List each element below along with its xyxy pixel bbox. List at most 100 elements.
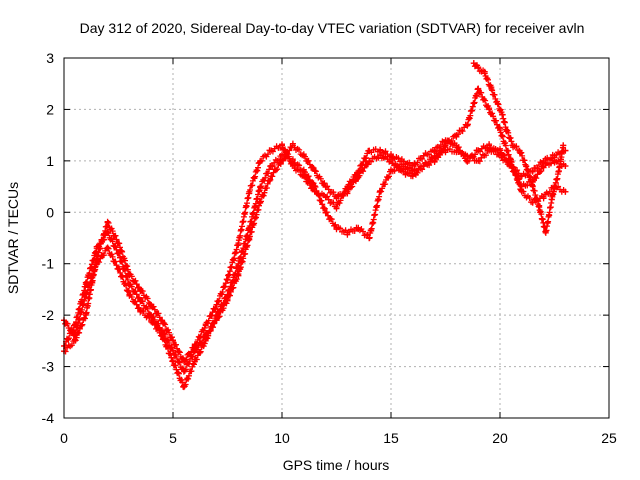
plus-markers bbox=[61, 140, 569, 374]
y-tick-label: 0 bbox=[46, 204, 54, 220]
y-tick-label: 2 bbox=[46, 101, 54, 117]
data-point bbox=[104, 245, 111, 252]
data-point bbox=[503, 127, 510, 133]
data-point bbox=[507, 163, 514, 169]
data-point bbox=[224, 276, 231, 283]
data-point bbox=[481, 70, 488, 77]
data-point bbox=[148, 301, 155, 308]
data-point bbox=[279, 142, 285, 149]
data-point bbox=[453, 132, 460, 139]
data-point bbox=[355, 224, 362, 231]
data-point bbox=[311, 183, 318, 190]
data-point bbox=[170, 358, 176, 365]
data-point bbox=[464, 121, 471, 128]
data-point bbox=[442, 142, 449, 149]
data-point bbox=[551, 152, 558, 159]
data-point bbox=[268, 173, 275, 180]
y-tick-label: -4 bbox=[42, 410, 55, 426]
plus-markers bbox=[61, 85, 569, 390]
data-point bbox=[470, 60, 477, 67]
data-point bbox=[516, 147, 523, 154]
data-point bbox=[475, 65, 482, 72]
data-point bbox=[82, 312, 89, 319]
data-point bbox=[497, 147, 503, 154]
x-tick-label: 25 bbox=[601, 430, 617, 446]
y-tick-label: 1 bbox=[46, 153, 54, 169]
series-track-B bbox=[61, 85, 569, 391]
plot-frame bbox=[63, 57, 610, 419]
data-point bbox=[540, 193, 547, 200]
chart-title: Day 312 of 2020, Sidereal Day-to-day VTE… bbox=[80, 20, 585, 36]
data-point bbox=[333, 224, 340, 231]
data-point bbox=[180, 384, 187, 391]
data-point bbox=[497, 127, 503, 133]
data-point bbox=[453, 147, 460, 154]
data-point bbox=[549, 193, 556, 200]
data-point bbox=[377, 188, 384, 195]
data-point bbox=[170, 348, 176, 355]
data-point bbox=[453, 142, 460, 149]
data-point bbox=[499, 111, 506, 118]
y-tick-label: 3 bbox=[46, 50, 54, 66]
data-point bbox=[235, 271, 242, 277]
data-point bbox=[377, 152, 384, 159]
data-point bbox=[180, 368, 187, 375]
data-point bbox=[289, 142, 296, 149]
data-point bbox=[71, 332, 78, 339]
data-point bbox=[344, 188, 351, 195]
data-point bbox=[82, 281, 89, 288]
series-late-segment bbox=[470, 60, 567, 236]
data-point bbox=[289, 157, 296, 164]
data-point bbox=[518, 173, 525, 180]
data-point bbox=[115, 265, 122, 272]
data-point bbox=[344, 229, 351, 236]
data-point bbox=[115, 250, 122, 257]
x-tick-label: 0 bbox=[60, 430, 68, 446]
data-point bbox=[518, 183, 525, 190]
data-point bbox=[398, 168, 405, 175]
data-point bbox=[529, 183, 536, 190]
data-point bbox=[523, 163, 530, 169]
data-point bbox=[536, 204, 543, 211]
y-tick-label: -2 bbox=[42, 307, 55, 323]
data-point bbox=[246, 188, 253, 195]
data-point bbox=[170, 337, 176, 344]
data-point bbox=[322, 209, 329, 216]
data-point bbox=[560, 142, 567, 149]
data-point bbox=[257, 183, 264, 190]
data-point bbox=[268, 147, 275, 154]
data-point bbox=[213, 317, 220, 324]
data-point bbox=[333, 204, 340, 211]
data-point bbox=[311, 168, 318, 175]
data-point bbox=[126, 281, 133, 288]
y-axis-label: SDTVAR / TECUs bbox=[5, 182, 21, 294]
data-point bbox=[366, 235, 373, 241]
data-point bbox=[510, 142, 517, 149]
data-point bbox=[137, 286, 144, 293]
data-point bbox=[268, 163, 275, 169]
data-point bbox=[126, 291, 133, 298]
data-point bbox=[355, 173, 362, 180]
data-point bbox=[333, 193, 340, 200]
data-point bbox=[475, 85, 482, 92]
data-point bbox=[442, 147, 449, 154]
data-point bbox=[518, 188, 525, 195]
axis-ticks bbox=[63, 57, 610, 419]
x-axis-label: GPS time / hours bbox=[283, 457, 390, 473]
data-point bbox=[322, 193, 329, 200]
data-point bbox=[93, 245, 100, 252]
data-point bbox=[366, 147, 373, 154]
y-tick-label: -3 bbox=[42, 359, 55, 375]
data-point bbox=[409, 173, 416, 180]
data-point bbox=[420, 163, 427, 169]
data-point bbox=[159, 327, 166, 334]
data-point bbox=[475, 147, 482, 154]
data-point bbox=[115, 240, 122, 247]
data-point bbox=[279, 157, 285, 164]
data-point bbox=[464, 152, 471, 159]
x-tick-labels: 0 5 10 15 20 25 bbox=[60, 430, 617, 446]
data-point bbox=[257, 157, 264, 164]
data-point bbox=[366, 157, 373, 164]
x-tick-label: 5 bbox=[169, 430, 177, 446]
data-point bbox=[137, 296, 144, 303]
